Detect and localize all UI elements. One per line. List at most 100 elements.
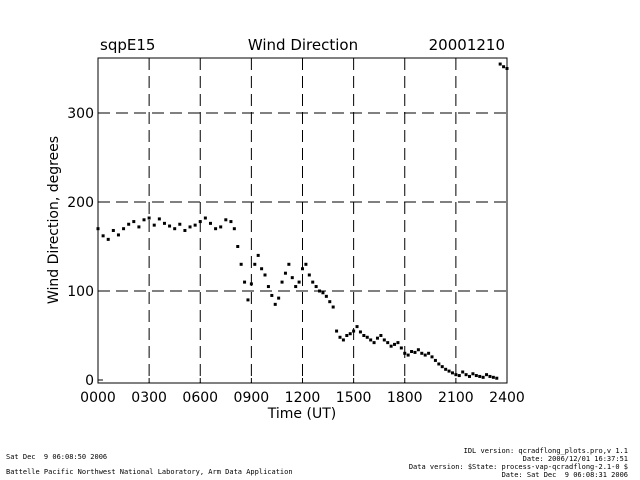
data-point [348, 332, 352, 336]
data-point [188, 225, 192, 229]
data-point [101, 234, 105, 238]
footer-right-line2: Date: 2006/12/01 16:37:51 [522, 455, 628, 463]
data-point [116, 233, 120, 237]
data-point [290, 276, 294, 280]
data-point [301, 267, 304, 271]
footer-right-line3: Data version: $State: process-vap-qcradf… [408, 463, 628, 471]
data-point [183, 228, 187, 232]
footer-right-line1: IDL version: qcradflong_plots.pro,v 1.1 [463, 447, 628, 455]
x-tick-label: 0600 [182, 390, 218, 406]
x-tick-label: 0000 [80, 390, 116, 406]
data-point [379, 334, 383, 337]
data-point [457, 374, 461, 378]
data-point [249, 282, 253, 286]
data-point [142, 218, 146, 222]
data-point [270, 293, 274, 297]
data-point [203, 216, 207, 220]
data-point [433, 358, 437, 362]
data-point [420, 351, 424, 355]
data-point [214, 227, 218, 231]
footer-left-org: Battelle Pacific Northwest National Labo… [6, 468, 293, 476]
data-point [229, 220, 233, 224]
data-point [416, 348, 420, 352]
data-point [307, 273, 311, 277]
data-point [481, 375, 485, 379]
data-point [403, 351, 407, 355]
y-tick-label: 200 [67, 195, 94, 211]
data-point [335, 329, 339, 333]
data-point [430, 355, 434, 359]
data-point [297, 280, 301, 284]
data-point [488, 374, 492, 378]
data-point [152, 223, 156, 227]
data-point [246, 298, 250, 302]
data-point [280, 280, 284, 284]
grid [98, 58, 507, 383]
data-point [352, 329, 356, 333]
data-point [236, 245, 240, 248]
data-point [239, 262, 243, 266]
data-point [208, 221, 212, 225]
data-point [427, 351, 431, 355]
data-point [478, 374, 482, 378]
data-point [338, 335, 342, 339]
x-tick-label: 1200 [285, 390, 321, 406]
date-label: 20001210 [429, 36, 505, 54]
data-point [341, 338, 345, 342]
y-tick-label: 100 [67, 284, 94, 300]
footer-right-line4: Date: Sat Dec 9 06:08:31 2006 [501, 471, 628, 479]
data-point [311, 280, 315, 284]
data-point [168, 224, 172, 228]
x-axis-label: Time (UT) [267, 406, 336, 422]
data-point [468, 374, 472, 378]
data-point [243, 280, 247, 284]
data-point [224, 218, 228, 222]
x-tick-label: 2100 [438, 390, 474, 406]
data-point [440, 365, 444, 369]
data-point [147, 216, 151, 220]
y-axis-label: Wind Direction, degrees [46, 136, 62, 304]
data-point [454, 373, 458, 377]
data-point [304, 262, 308, 266]
data-points [96, 62, 509, 380]
data-point [410, 350, 414, 354]
data-point [283, 271, 287, 275]
data-point [328, 300, 332, 304]
data-point [406, 353, 410, 357]
data-point [382, 338, 386, 342]
y-tick-label: 0 [85, 373, 94, 389]
data-point [178, 222, 182, 226]
data-point [396, 341, 400, 345]
data-point [127, 222, 131, 226]
data-point [137, 225, 141, 229]
data-point [266, 285, 270, 289]
x-tick-label: 0300 [131, 390, 167, 406]
x-tick-label: 1800 [387, 390, 423, 406]
data-point [193, 223, 197, 227]
data-point [111, 228, 115, 232]
x-tick-label: 2400 [489, 390, 525, 406]
data-point [485, 373, 489, 377]
data-point [253, 262, 257, 266]
data-point [277, 296, 281, 300]
data-point [106, 237, 110, 241]
data-point [491, 375, 495, 379]
data-point [495, 376, 499, 380]
data-point [389, 344, 393, 348]
data-point [157, 217, 161, 221]
data-point [393, 342, 397, 346]
data-point [375, 336, 379, 340]
data-point [474, 374, 478, 378]
data-point [198, 220, 202, 224]
data-point [345, 334, 349, 337]
data-point [273, 302, 277, 306]
data-point [314, 285, 318, 289]
data-point [358, 330, 362, 334]
chart-title: Wind Direction [248, 36, 358, 54]
footer-left-date: Sat Dec 9 06:08:50 2006 [6, 453, 108, 461]
data-point [399, 346, 403, 350]
data-point [461, 370, 465, 374]
data-point [263, 273, 267, 277]
data-point [502, 65, 506, 69]
